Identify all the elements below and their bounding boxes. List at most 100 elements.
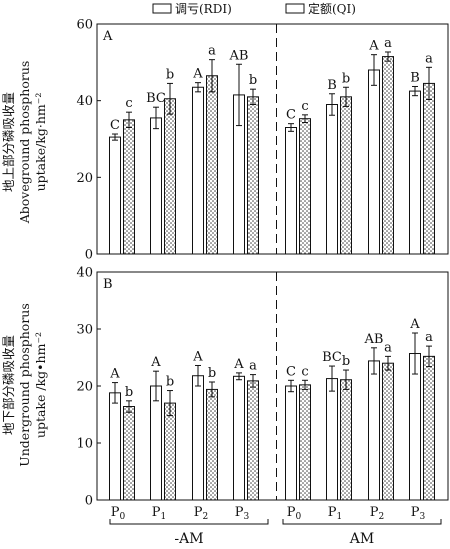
bar-a-rdi xyxy=(109,136,121,255)
bar-b-qi xyxy=(382,362,394,501)
x-axis-groups: -AM AM xyxy=(109,519,442,547)
bar-b-rdi xyxy=(233,375,245,501)
significance-letter-a: C xyxy=(286,108,296,123)
significance-letter-b: a xyxy=(249,359,257,374)
bar-a-qi xyxy=(423,82,435,255)
significance-letter-b: a xyxy=(425,330,433,345)
bar-a-qi xyxy=(206,75,218,255)
significance-letter-a: a xyxy=(208,44,216,59)
significance-letter-a: A xyxy=(368,39,379,54)
significance-letter-b: BC xyxy=(322,350,342,365)
significance-letter-b: b xyxy=(208,366,216,381)
significance-letter-a: c xyxy=(301,99,308,114)
significance-letter-b: C xyxy=(286,364,296,379)
y-axis-title-b-line2: Underground phosphorus xyxy=(17,303,32,467)
plot-frame-a xyxy=(96,23,449,255)
bar-b-rdi xyxy=(409,353,421,501)
y-tick-label-b: 0 xyxy=(85,494,93,509)
significance-letter-a: c xyxy=(125,96,132,111)
bar-a-rdi xyxy=(326,104,338,255)
significance-letter-a: a xyxy=(425,51,433,66)
bar-b-rdi xyxy=(109,392,121,501)
y-tick-label-a: 20 xyxy=(76,171,93,186)
bar-a-qi xyxy=(299,118,311,255)
y-axis-title-b-line3: uptake /kg•hm⁻² xyxy=(33,332,48,438)
significance-letter-a: A xyxy=(192,67,203,82)
y-axis-title-b: 地下部分磷吸收量 Underground phosphorus uptake /… xyxy=(1,303,48,467)
y-tick-label-a: 40 xyxy=(76,94,93,109)
significance-letter-b: b xyxy=(125,385,133,400)
panel-label-a: A xyxy=(102,29,113,44)
y-tick-label-a: 0 xyxy=(85,248,93,263)
significance-letter-b: A xyxy=(109,367,120,382)
y-tick-label-b: 40 xyxy=(76,266,93,281)
legend-label-rdi: 调亏(RDI) xyxy=(175,2,232,16)
bar-b-qi xyxy=(340,379,352,501)
group-bracket-minus-am xyxy=(109,519,269,525)
x-tick-label: P2 xyxy=(194,505,208,522)
significance-letter-b: A xyxy=(150,355,161,370)
significance-letter-a: b xyxy=(342,71,350,86)
significance-letter-a: B xyxy=(327,78,337,93)
significance-letter-a: a xyxy=(384,36,392,51)
bar-b-qi xyxy=(423,355,435,501)
x-tick-labels: P0 P1 P2 P3 P0 P1 P2 P3 xyxy=(111,505,426,522)
significance-letter-a: b xyxy=(166,67,174,82)
bar-b-qi xyxy=(123,406,135,501)
bar-a-rdi xyxy=(368,69,380,255)
x-tick-label: P3 xyxy=(411,505,426,522)
y-axis-title-b-line1: 地下部分磷吸收量 xyxy=(1,335,16,435)
y-tick-label-a: 60 xyxy=(76,18,93,33)
bar-a-qi xyxy=(340,96,352,255)
bar-b-qi xyxy=(206,388,218,501)
legend: 调亏(RDI) 定额(QI) xyxy=(152,1,356,16)
significance-letter-a: b xyxy=(249,73,257,88)
bar-b-qi xyxy=(247,380,259,501)
bar-a-qi xyxy=(382,56,394,255)
significance-letter-b: b xyxy=(342,354,350,369)
x-tick-label: P1 xyxy=(152,505,166,522)
legend-swatch-rdi xyxy=(152,3,172,14)
y-axis-title-a-line1: 地上部分磷吸收量 xyxy=(1,92,16,192)
x-tick-label: P0 xyxy=(287,505,302,522)
bar-a-rdi xyxy=(285,127,297,255)
significance-letter-a: B xyxy=(410,70,420,85)
bar-b-rdi xyxy=(192,375,204,501)
group-label-am: AM xyxy=(349,531,374,547)
bar-a-qi xyxy=(123,119,135,255)
y-axis-title-a-line2: Aboveground phosphorus xyxy=(17,61,32,225)
significance-letter-b: A xyxy=(192,349,203,364)
bar-b-rdi xyxy=(368,360,380,501)
bar-b-rdi xyxy=(150,385,162,501)
panel-label-b: B xyxy=(103,277,113,292)
y-axis-title-a-line3: uptake/kg·hm⁻² xyxy=(33,93,48,192)
legend-swatch-qi xyxy=(285,3,305,14)
bar-b-rdi xyxy=(326,378,338,501)
significance-letter-a: BC xyxy=(146,91,166,106)
legend-label-qi: 定额(QI) xyxy=(308,1,356,16)
panel-b: B 0 10 20 30 40 A A A A C BC AB Ab b b a c b a a xyxy=(76,266,449,509)
y-tick-label-b: 10 xyxy=(76,437,93,452)
bar-a-rdi xyxy=(409,90,421,255)
bar-a-qi xyxy=(164,98,176,255)
significance-letter-b: AB xyxy=(364,332,384,347)
significance-letter-a: AB xyxy=(229,48,249,63)
x-tick-label: P0 xyxy=(111,505,126,522)
significance-letter-a: C xyxy=(110,118,120,133)
bar-a-rdi xyxy=(150,117,162,255)
group-bracket-am xyxy=(282,519,442,525)
significance-letter-b: A xyxy=(409,317,420,332)
bar-b-qi xyxy=(164,402,176,501)
bar-a-qi xyxy=(247,96,259,255)
y-tick-label-b: 20 xyxy=(76,380,93,395)
y-axis-title-a: 地上部分磷吸收量 Aboveground phosphorus uptake/k… xyxy=(1,61,48,225)
significance-letter-b: b xyxy=(166,375,174,390)
y-tick-label-b: 30 xyxy=(76,323,93,338)
significance-letter-b: a xyxy=(384,340,392,355)
plot-frame-b xyxy=(96,271,449,501)
significance-letter-b: A xyxy=(233,357,244,372)
group-label-minus-am: -AM xyxy=(174,531,203,547)
x-tick-label: P2 xyxy=(370,505,384,522)
